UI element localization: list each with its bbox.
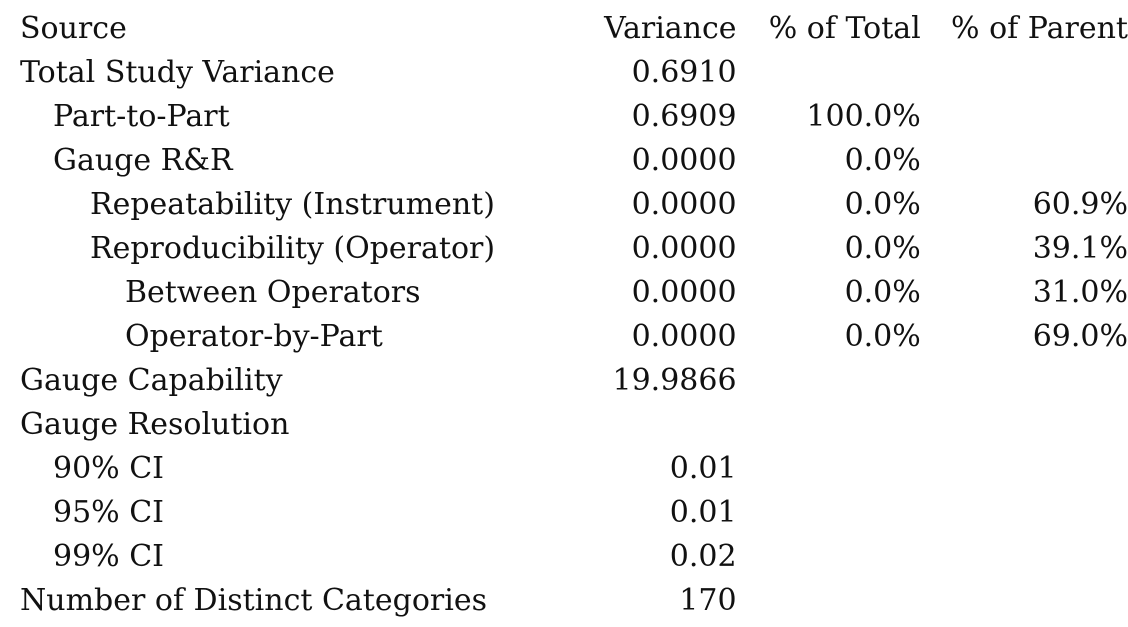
row-source: Between Operators bbox=[125, 275, 421, 310]
row-variance: 170 bbox=[679, 583, 737, 618]
table-row: Gauge Capability 19.9866 bbox=[20, 359, 1128, 403]
table-row: Part-to-Part 0.6909 100.0% bbox=[20, 95, 1128, 139]
row-variance: 0.6910 bbox=[631, 55, 737, 90]
row-pct-parent bbox=[921, 139, 1128, 183]
row-source: Gauge R&R bbox=[53, 143, 233, 178]
row-pct-total bbox=[737, 535, 921, 579]
row-pct-parent bbox=[921, 51, 1128, 95]
row-pct-parent: 39.1% bbox=[1032, 231, 1128, 266]
header-source: Source bbox=[20, 11, 127, 46]
row-pct-parent bbox=[921, 491, 1128, 535]
row-pct-total bbox=[737, 447, 921, 491]
row-pct-parent bbox=[921, 359, 1128, 403]
table-row: Operator-by-Part 0.0000 0.0% 69.0% bbox=[20, 315, 1128, 359]
variance-components-table: Source Variance % of Total % of Parent T… bbox=[20, 7, 1128, 623]
row-variance: 0.6909 bbox=[631, 99, 737, 134]
table-row: Repeatability (Instrument) 0.0000 0.0% 6… bbox=[20, 183, 1128, 227]
row-pct-parent bbox=[921, 579, 1128, 623]
row-variance: 0.02 bbox=[669, 539, 737, 574]
header-pct-total: % of Total bbox=[768, 11, 921, 46]
row-pct-total bbox=[737, 491, 921, 535]
row-pct-total bbox=[737, 579, 921, 623]
row-variance: 19.9866 bbox=[612, 363, 737, 398]
header-row: Source Variance % of Total % of Parent bbox=[20, 7, 1128, 51]
row-source: Gauge Capability bbox=[20, 363, 283, 398]
row-pct-total: 0.0% bbox=[844, 275, 921, 310]
row-pct-parent bbox=[921, 535, 1128, 579]
table-row: Reproducibility (Operator) 0.0000 0.0% 3… bbox=[20, 227, 1128, 271]
row-source: Operator-by-Part bbox=[125, 319, 383, 354]
table-row: Gauge R&R 0.0000 0.0% bbox=[20, 139, 1128, 183]
header-variance: Variance bbox=[604, 11, 737, 46]
row-variance: 0.01 bbox=[669, 495, 737, 530]
row-pct-total: 100.0% bbox=[806, 99, 921, 134]
row-source: Number of Distinct Categories bbox=[20, 583, 487, 618]
table-row: 99% CI 0.02 bbox=[20, 535, 1128, 579]
row-source: Repeatability (Instrument) bbox=[90, 187, 495, 222]
table-row: 90% CI 0.01 bbox=[20, 447, 1128, 491]
row-pct-total: 0.0% bbox=[844, 187, 921, 222]
row-source: Part-to-Part bbox=[53, 99, 230, 134]
table-row: Gauge Resolution bbox=[20, 403, 1128, 447]
row-variance: 0.0000 bbox=[631, 319, 737, 354]
row-variance: 0.0000 bbox=[631, 143, 737, 178]
row-source: 90% CI bbox=[53, 451, 165, 486]
row-source: Gauge Resolution bbox=[20, 407, 290, 442]
table-row: Total Study Variance 0.6910 bbox=[20, 51, 1128, 95]
row-source: 99% CI bbox=[53, 539, 165, 574]
row-pct-total: 0.0% bbox=[844, 143, 921, 178]
row-pct-parent bbox=[921, 447, 1128, 491]
table-row: 95% CI 0.01 bbox=[20, 491, 1128, 535]
row-variance: 0.0000 bbox=[631, 231, 737, 266]
row-pct-total bbox=[737, 359, 921, 403]
row-variance bbox=[596, 403, 737, 447]
row-pct-parent: 69.0% bbox=[1032, 319, 1128, 354]
row-pct-total: 0.0% bbox=[844, 319, 921, 354]
row-source: 95% CI bbox=[53, 495, 165, 530]
row-pct-parent bbox=[921, 95, 1128, 139]
row-source: Total Study Variance bbox=[20, 55, 335, 90]
row-pct-total bbox=[737, 51, 921, 95]
row-variance: 0.0000 bbox=[631, 187, 737, 222]
table-row: Number of Distinct Categories 170 bbox=[20, 579, 1128, 623]
row-source: Reproducibility (Operator) bbox=[90, 231, 496, 266]
row-pct-total bbox=[737, 403, 921, 447]
row-variance: 0.0000 bbox=[631, 275, 737, 310]
row-pct-total: 0.0% bbox=[844, 231, 921, 266]
row-pct-parent: 60.9% bbox=[1032, 187, 1128, 222]
row-pct-parent: 31.0% bbox=[1032, 275, 1128, 310]
table-row: Between Operators 0.0000 0.0% 31.0% bbox=[20, 271, 1128, 315]
row-pct-parent bbox=[921, 403, 1128, 447]
row-variance: 0.01 bbox=[669, 451, 737, 486]
header-pct-parent: % of Parent bbox=[951, 11, 1128, 46]
